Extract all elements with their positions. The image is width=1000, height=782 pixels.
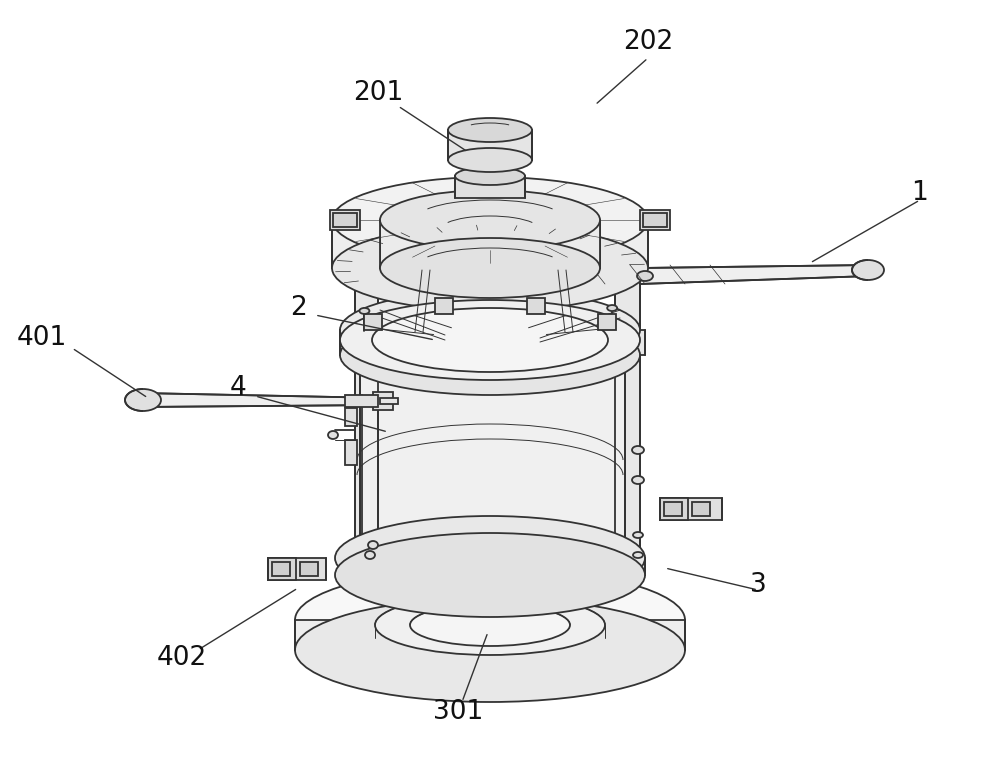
Polygon shape: [448, 130, 532, 160]
Bar: [345, 440, 357, 465]
Text: 1: 1: [912, 180, 928, 206]
Bar: [333, 213, 357, 227]
Polygon shape: [362, 395, 378, 570]
Ellipse shape: [340, 300, 640, 380]
Ellipse shape: [295, 598, 685, 702]
Ellipse shape: [455, 167, 525, 185]
Ellipse shape: [125, 389, 161, 411]
Bar: [364, 314, 382, 330]
Polygon shape: [332, 220, 648, 268]
Ellipse shape: [368, 541, 378, 549]
Ellipse shape: [372, 308, 608, 372]
Ellipse shape: [328, 431, 338, 439]
Ellipse shape: [359, 308, 369, 314]
Ellipse shape: [365, 551, 375, 559]
Bar: [268, 558, 296, 580]
Ellipse shape: [295, 568, 685, 672]
Ellipse shape: [332, 225, 648, 311]
Text: 3: 3: [750, 572, 766, 598]
Ellipse shape: [375, 595, 605, 655]
Polygon shape: [615, 250, 640, 570]
Polygon shape: [140, 393, 385, 407]
Ellipse shape: [637, 271, 653, 281]
Ellipse shape: [340, 290, 640, 370]
Polygon shape: [355, 250, 640, 272]
Ellipse shape: [633, 532, 643, 538]
Text: 201: 201: [353, 80, 403, 106]
Ellipse shape: [607, 305, 617, 311]
Text: 301: 301: [433, 699, 483, 725]
Polygon shape: [340, 330, 645, 355]
Bar: [345, 395, 378, 407]
Polygon shape: [380, 220, 600, 268]
Polygon shape: [360, 340, 625, 565]
Ellipse shape: [335, 516, 645, 600]
Ellipse shape: [340, 315, 640, 395]
Ellipse shape: [380, 238, 600, 298]
Bar: [643, 213, 667, 227]
Ellipse shape: [357, 529, 623, 601]
Polygon shape: [355, 250, 378, 570]
Bar: [598, 314, 616, 330]
Bar: [373, 392, 393, 410]
Bar: [455, 176, 525, 198]
Bar: [660, 498, 722, 520]
Ellipse shape: [335, 533, 645, 617]
Bar: [435, 298, 453, 314]
Bar: [330, 210, 360, 230]
Ellipse shape: [852, 260, 884, 280]
Ellipse shape: [632, 476, 644, 484]
Text: 2: 2: [290, 295, 306, 321]
Polygon shape: [340, 558, 645, 575]
Ellipse shape: [448, 118, 532, 142]
Text: 401: 401: [17, 325, 67, 351]
Ellipse shape: [410, 604, 570, 646]
Bar: [345, 408, 357, 426]
Ellipse shape: [632, 446, 644, 454]
Bar: [380, 398, 398, 404]
Ellipse shape: [375, 397, 391, 407]
Ellipse shape: [633, 552, 643, 558]
Bar: [640, 210, 670, 230]
Polygon shape: [355, 548, 640, 570]
Polygon shape: [295, 620, 685, 650]
Bar: [660, 498, 688, 520]
Ellipse shape: [380, 190, 600, 250]
Text: 202: 202: [623, 29, 673, 55]
Text: 402: 402: [157, 645, 207, 671]
Bar: [300, 562, 318, 576]
Bar: [664, 502, 682, 516]
Ellipse shape: [448, 148, 532, 172]
Bar: [268, 558, 326, 580]
Bar: [272, 562, 290, 576]
Ellipse shape: [357, 304, 623, 376]
Polygon shape: [640, 265, 870, 284]
Bar: [692, 502, 710, 516]
Ellipse shape: [332, 177, 648, 263]
Text: 4: 4: [230, 375, 246, 401]
Bar: [527, 298, 545, 314]
